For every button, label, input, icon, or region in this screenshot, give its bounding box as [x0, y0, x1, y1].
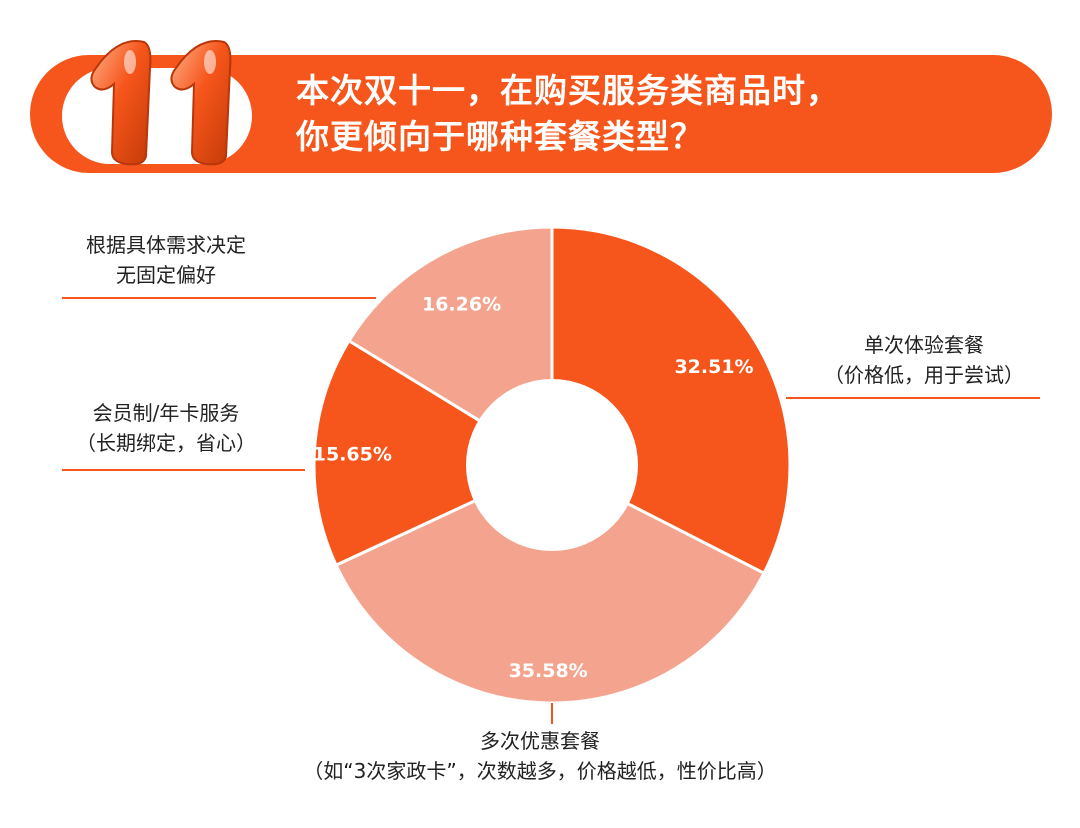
slice-value-label: 16.26%: [422, 294, 501, 316]
callout-sublabel: 无固定偏好: [116, 263, 216, 287]
callout-slice-3: 会员制/年卡服务 （长期绑定，省心）: [46, 398, 286, 458]
balloon-11-logo: [90, 40, 232, 166]
callout-label: 多次优惠套餐: [480, 729, 600, 753]
callout-sublabel: （如“3次家政卡”，次数越多，价格越低，性价比高）: [303, 759, 777, 783]
page-title: 本次双十一，在购买服务类商品时， 你更倾向于哪种套餐类型？: [296, 68, 840, 160]
callout-slice-4: 根据具体需求决定 无固定偏好: [46, 230, 286, 290]
slice-value-label: 15.65%: [313, 444, 392, 466]
pie-slice: [334, 463, 767, 705]
callout-label: 会员制/年卡服务: [92, 401, 240, 425]
title-line-1: 本次双十一，在购买服务类商品时，: [296, 71, 840, 110]
donut-hole: [466, 379, 638, 551]
callout-sublabel: （长期绑定，省心）: [76, 431, 256, 455]
callout-slice-2: 多次优惠套餐 （如“3次家政卡”，次数越多，价格越低，性价比高）: [190, 726, 890, 786]
pie-slice: [312, 338, 556, 568]
callout-label: 根据具体需求决定: [86, 233, 246, 257]
title-line-2: 你更倾向于哪种套餐类型？: [296, 117, 704, 156]
callout-sublabel: （价格低，用于尝试）: [824, 363, 1024, 387]
slice-value-label: 35.58%: [509, 660, 588, 682]
slice-value-label: 32.51%: [674, 356, 753, 378]
callout-slice-1: 单次体验套餐 （价格低，用于尝试）: [804, 330, 1044, 390]
callout-label: 单次体验套餐: [864, 333, 984, 357]
